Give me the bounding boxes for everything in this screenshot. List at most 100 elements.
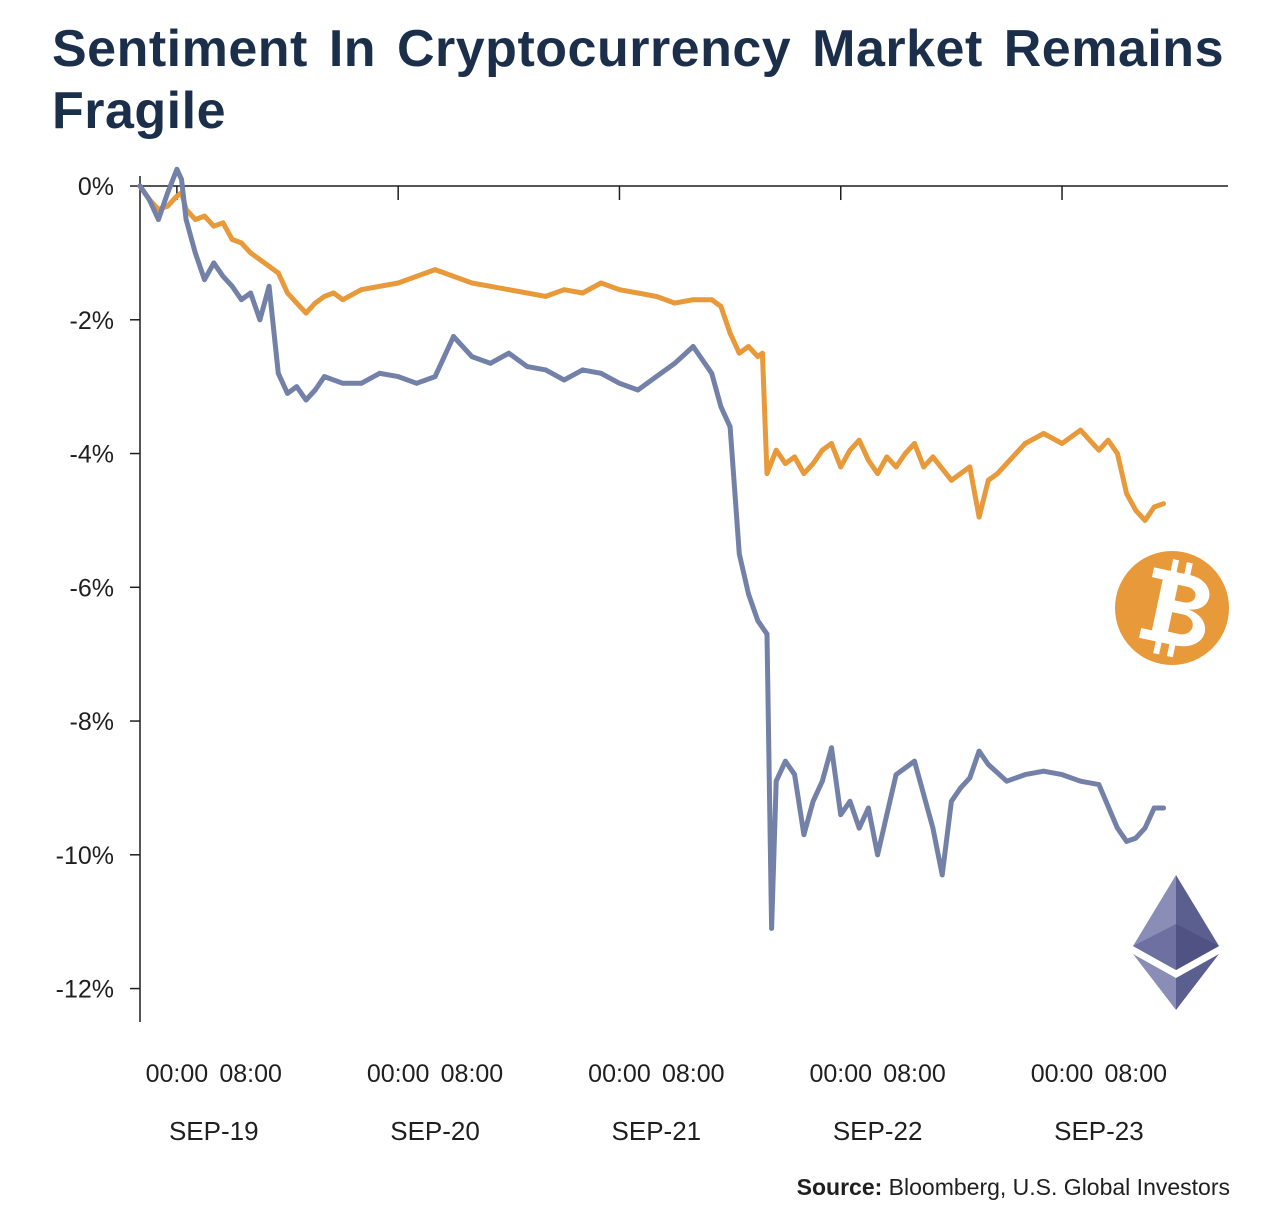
data-point-ethereum — [543, 367, 549, 373]
data-point-bitcoin — [377, 283, 383, 289]
data-point-ethereum — [653, 374, 659, 379]
data-point-ethereum — [179, 176, 184, 182]
data-point-bitcoin — [1059, 441, 1065, 446]
data-point-ethereum — [755, 618, 761, 624]
data-point-bitcoin — [202, 213, 207, 219]
data-point-bitcoin — [847, 447, 853, 453]
data-point-ethereum — [156, 217, 161, 222]
data-point-bitcoin — [930, 454, 936, 460]
data-point-bitcoin — [893, 464, 899, 470]
data-point-ethereum — [506, 350, 512, 356]
data-point-bitcoin — [764, 471, 770, 476]
data-point-bitcoin — [755, 354, 761, 359]
data-point-ethereum — [884, 812, 890, 818]
data-point-ethereum — [930, 825, 936, 831]
series-line-bitcoin — [137, 183, 1166, 523]
data-point-bitcoin — [792, 454, 797, 460]
data-point-bitcoin — [866, 457, 871, 463]
data-point-bitcoin — [773, 447, 779, 453]
data-point-bitcoin — [1151, 504, 1157, 510]
data-point-bitcoin — [580, 290, 585, 296]
data-point-ethereum — [893, 772, 899, 777]
chart-title: Sentiment In Cryptocurrency Market Remai… — [52, 20, 1224, 140]
data-point-bitcoin — [543, 294, 549, 299]
data-point-ethereum — [146, 197, 152, 202]
data-point-ethereum — [275, 370, 281, 376]
data-point-ethereum — [358, 380, 364, 386]
x-tick-label: 08:00 — [662, 1060, 725, 1088]
data-point-bitcoin — [1161, 501, 1166, 507]
data-point-ethereum — [635, 387, 641, 393]
data-point-ethereum — [1133, 835, 1139, 841]
data-point-bitcoin — [266, 263, 272, 269]
y-axis-group: 0% -2% -4% -6% -8% -10% -12% — [56, 173, 141, 1022]
data-point-bitcoin — [810, 461, 816, 466]
data-point-bitcoin — [760, 350, 765, 356]
x-tick-label: 08:00 — [441, 1060, 504, 1088]
data-point-bitcoin — [783, 461, 788, 466]
data-point-bitcoin — [1041, 431, 1046, 436]
data-point-bitcoin — [322, 294, 327, 299]
data-point-bitcoin — [248, 250, 254, 256]
data-point-ethereum — [976, 748, 982, 754]
data-point-bitcoin — [985, 477, 991, 483]
data-point-bitcoin — [220, 220, 226, 226]
data-point-bitcoin — [819, 447, 825, 453]
data-point-bitcoin — [340, 297, 346, 303]
data-point-bitcoin — [598, 280, 604, 286]
data-point-ethereum — [312, 387, 318, 393]
data-point-ethereum — [709, 370, 715, 376]
data-point-ethereum — [838, 812, 844, 818]
x-tick-label: 00:00 — [367, 1060, 430, 1088]
data-point-bitcoin — [1115, 451, 1120, 456]
data-point-bitcoin — [902, 451, 908, 456]
data-point-ethereum — [1096, 782, 1102, 787]
data-point-ethereum — [183, 217, 189, 222]
data-point-ethereum — [229, 283, 235, 289]
ethereum-mid-right-facet — [1176, 924, 1219, 970]
data-point-ethereum — [769, 926, 774, 931]
data-point-ethereum — [580, 367, 585, 373]
data-point-bitcoin — [617, 287, 622, 293]
data-point-bitcoin — [709, 297, 715, 303]
x-day-label: SEP-21 — [612, 1116, 702, 1146]
data-point-bitcoin — [1124, 491, 1129, 497]
data-point-bitcoin — [653, 294, 659, 299]
data-point-bitcoin — [229, 237, 235, 242]
data-point-bitcoin — [331, 290, 336, 296]
data-point-bitcoin — [912, 441, 917, 446]
ethereum-icon — [1133, 875, 1219, 1010]
data-point-bitcoin — [949, 477, 954, 483]
data-point-ethereum — [377, 370, 383, 376]
y-tick-label: 0% — [78, 173, 114, 201]
data-point-bitcoin — [165, 203, 171, 209]
series-group — [137, 166, 1166, 931]
data-point-bitcoin — [211, 223, 217, 229]
data-point-ethereum — [285, 391, 290, 396]
x-axis-group: 00:00 08:00 00:00 08:00 00:00 08:00 00:00 08:00… — [140, 185, 1228, 1146]
data-point-bitcoin — [801, 471, 807, 476]
series-line-ethereum — [137, 166, 1166, 931]
data-point-ethereum — [819, 778, 825, 784]
data-point-ethereum — [524, 364, 530, 369]
data-point-bitcoin — [736, 350, 742, 356]
data-point-bitcoin — [239, 240, 244, 246]
source-label: Source: — [796, 1174, 883, 1200]
data-point-bitcoin — [1022, 441, 1028, 446]
data-point-bitcoin — [257, 257, 263, 262]
y-tick-label: -10% — [56, 842, 114, 870]
source-note: Source: Bloomberg, U.S. Global Investors — [797, 1174, 1230, 1201]
data-point-bitcoin — [312, 300, 318, 306]
data-point-bitcoin — [995, 471, 1000, 476]
data-point-bitcoin — [976, 514, 982, 520]
data-point-ethereum — [1004, 778, 1010, 784]
data-point-bitcoin — [1142, 518, 1148, 523]
data-point-ethereum — [875, 852, 880, 858]
data-point-bitcoin — [488, 283, 493, 289]
data-point-bitcoin — [921, 464, 927, 470]
data-point-ethereum — [239, 297, 244, 303]
data-point-ethereum — [598, 370, 604, 376]
data-point-ethereum — [1115, 825, 1120, 831]
y-tick-label: -12% — [56, 976, 114, 1004]
data-point-ethereum — [939, 872, 945, 878]
